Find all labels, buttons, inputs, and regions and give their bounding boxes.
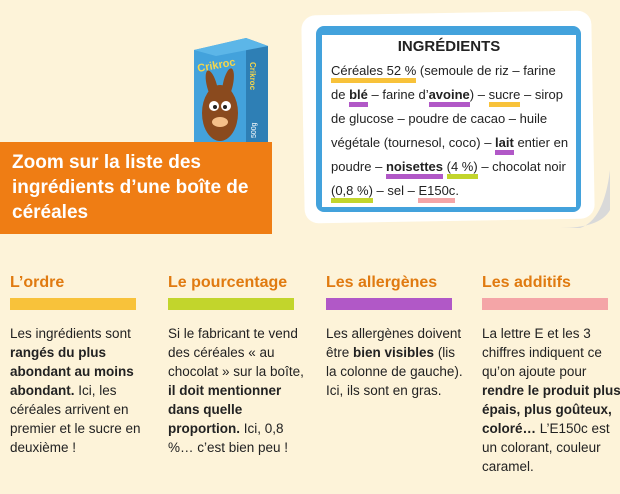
allergen-avoine: avoine (428, 87, 470, 107)
additive-e150c: E150c (418, 183, 456, 203)
column-color-bar (10, 298, 136, 310)
column-title: Le pourcentage (168, 274, 288, 291)
column-color-bar (326, 298, 452, 310)
allergen-noisettes: noisettes (385, 159, 444, 179)
column-color-bar (482, 298, 608, 310)
title-banner: Zoom sur la liste des ingrédients d’une … (0, 142, 272, 234)
column-color-bar (168, 298, 294, 310)
box-brand-side-text: Crikroc (248, 62, 257, 91)
noisettes-percentage: (4 %) (446, 159, 478, 179)
ingredients-card-panel (322, 35, 576, 207)
allergen-lait: lait (495, 135, 514, 155)
box-weight-text: 500g (251, 122, 258, 138)
column-pourcentage: Le pourcentage Si le fabricant te vend d… (168, 272, 308, 457)
cereal-percentage: Céréales 52 % (331, 63, 417, 83)
ingredients-list: Céréales 52 % (semoule de riz – farine d… (331, 59, 571, 203)
banner-title: Zoom sur la liste des ingrédients d’une … (12, 152, 249, 223)
column-allergenes: Les allergènes Les allergènes doivent êt… (326, 272, 466, 400)
sucre-highlight: sucre (488, 87, 521, 107)
column-additifs: Les additifs La lettre E et les 3 chiffr… (482, 272, 620, 476)
column-body: Les allergènes doivent être bien visible… (326, 326, 463, 398)
column-ordre: L’ordre Les ingrédients sont rangés du p… (10, 272, 150, 457)
column-title: Les additifs (482, 274, 571, 291)
ingredients-title: INGRÉDIENTS (397, 38, 501, 55)
allergen-ble: blé (349, 87, 368, 107)
column-title: L’ordre (10, 274, 65, 291)
chocolat-percentage: (0,8 %) (331, 183, 373, 203)
page-curl-decoration (560, 170, 610, 228)
column-body: Si le fabricant te vend des céréales « a… (168, 326, 304, 455)
column-body: Les ingrédients sont rangés du plus abon… (10, 326, 141, 455)
column-title: Les allergènes (326, 274, 438, 291)
column-body: La lettre E et les 3 chiffres indiquent … (482, 326, 620, 474)
